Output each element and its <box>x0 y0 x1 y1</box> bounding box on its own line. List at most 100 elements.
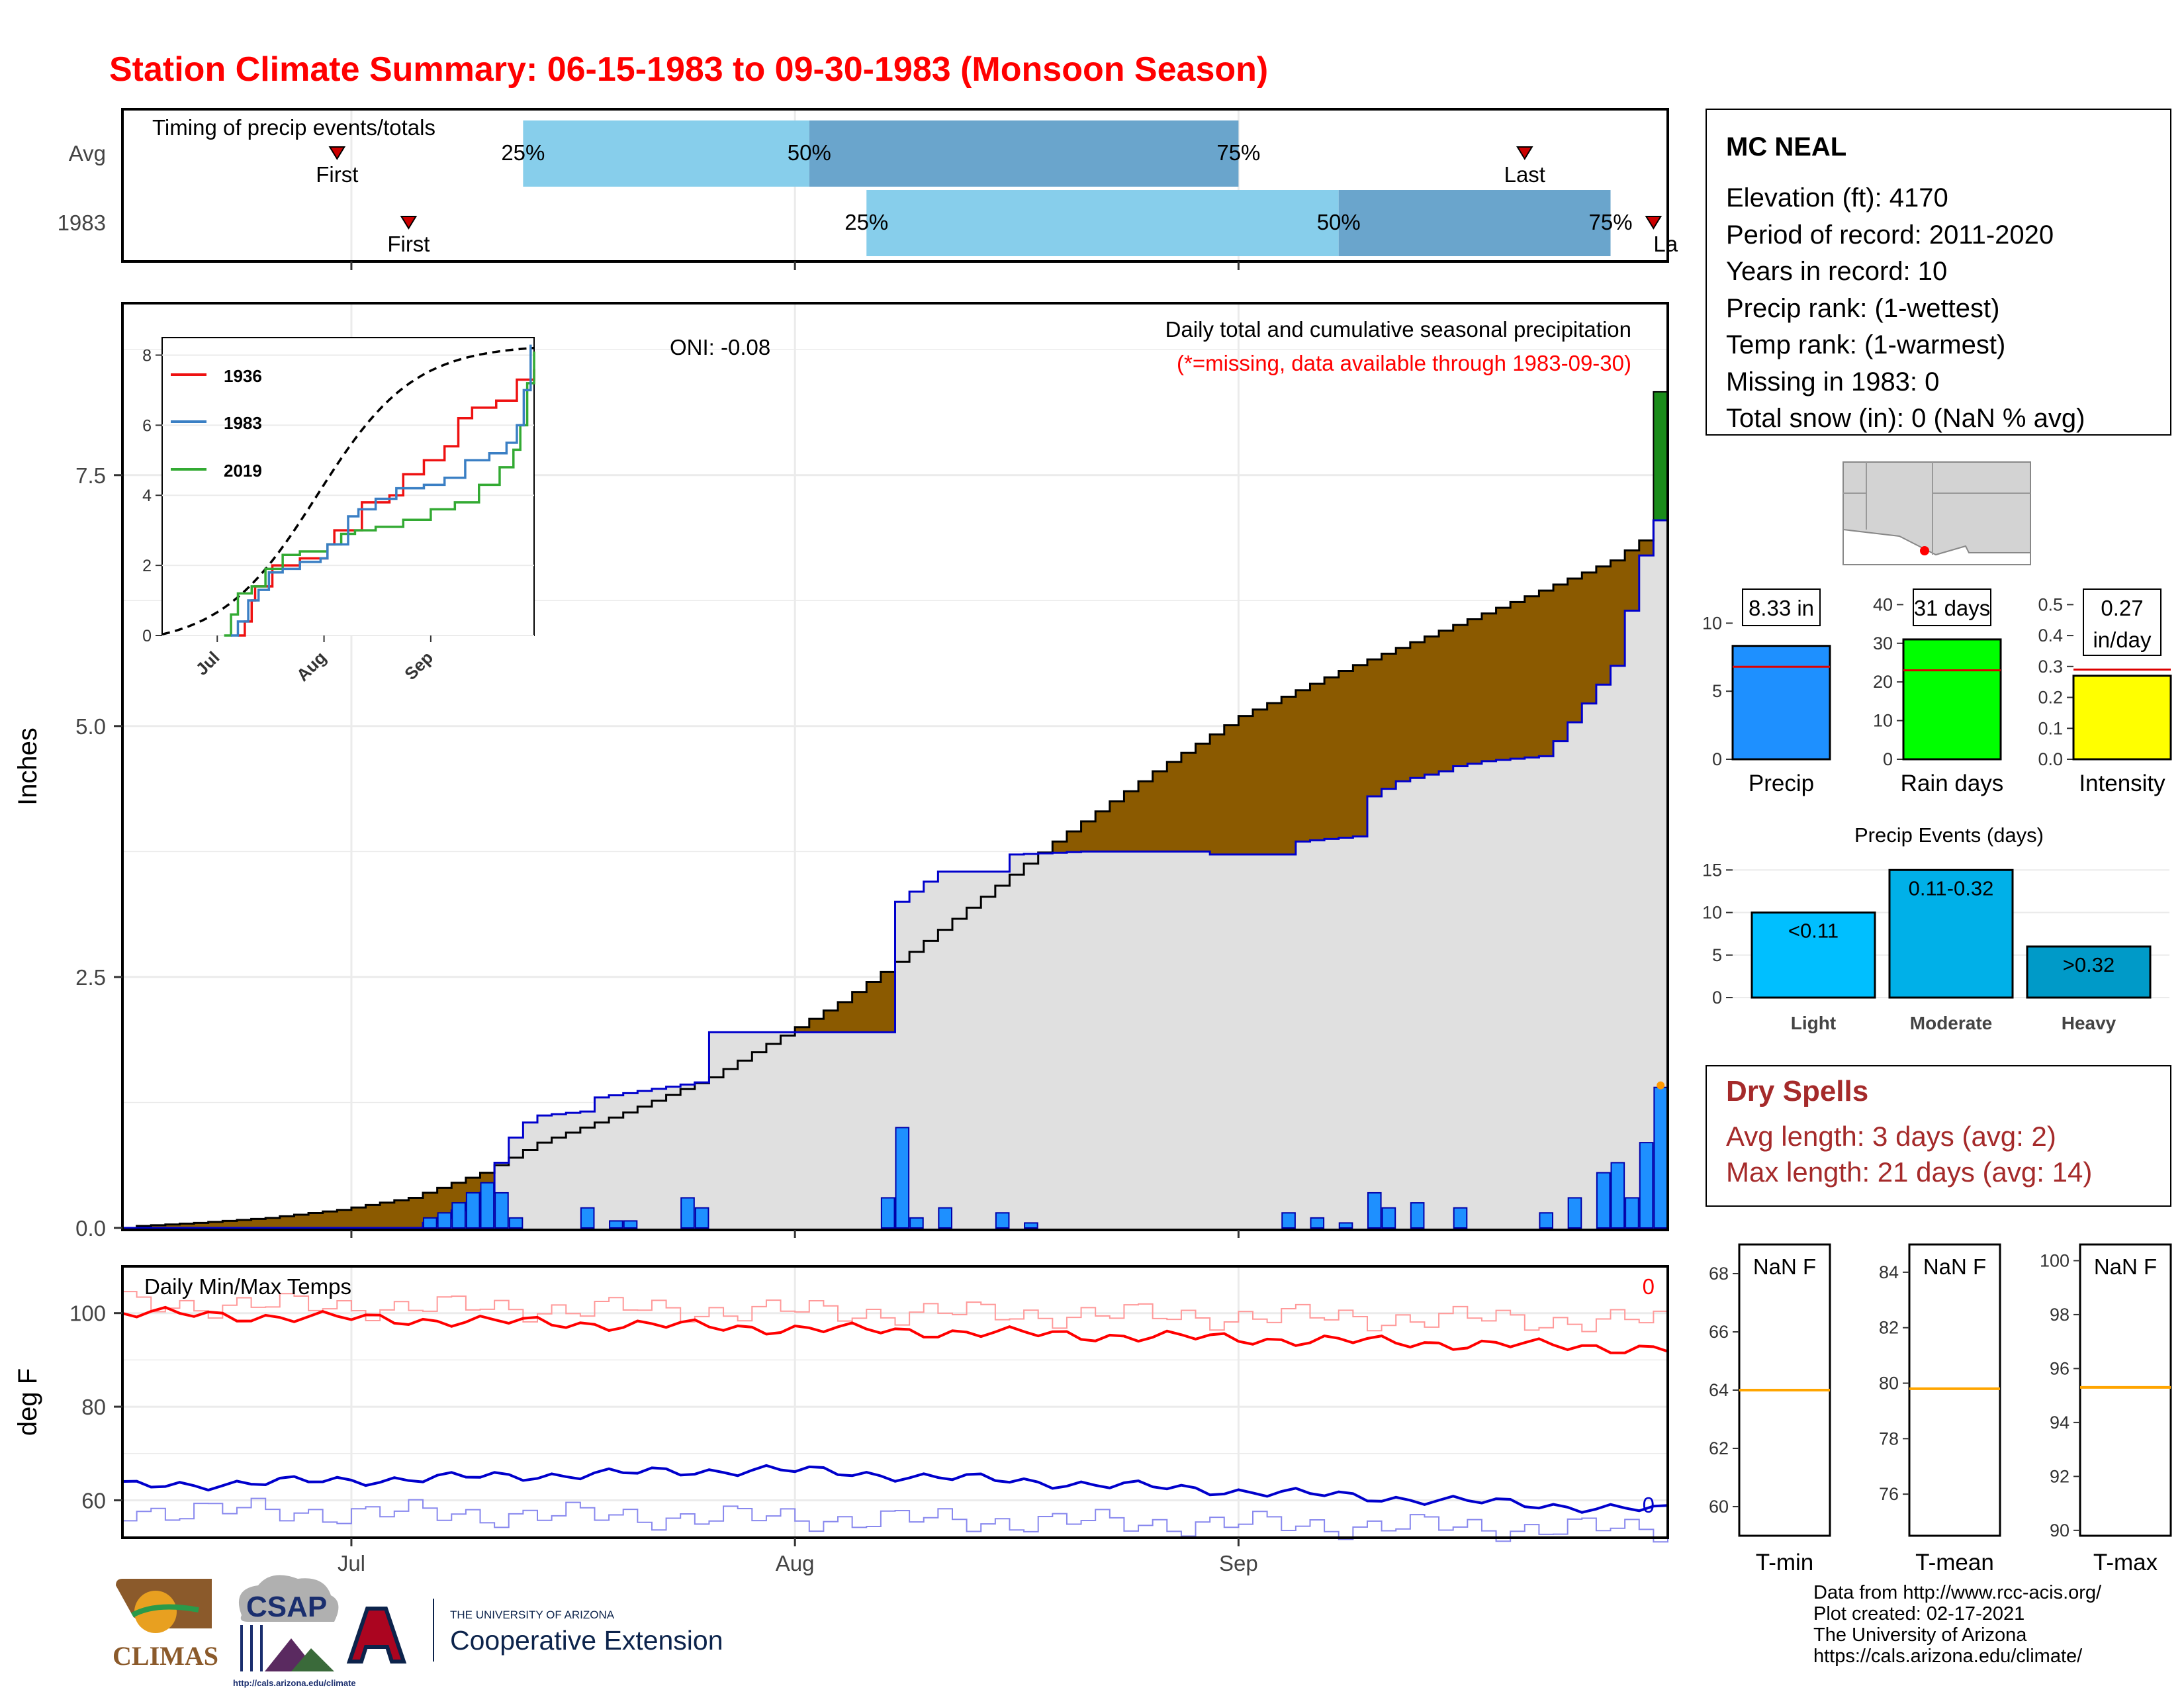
temp-box-value-label: NaN F <box>2094 1254 2157 1279</box>
station-location-marker <box>1920 546 1929 555</box>
legend-label-1936: 1936 <box>224 366 262 386</box>
intensity-ytick-label: 0.4 <box>2038 626 2063 645</box>
timing-bar-q2 <box>809 120 1239 187</box>
rain-days-bar <box>1902 638 2002 761</box>
events-bar-label: <0.11 <box>1788 919 1839 943</box>
temperature-box-charts: 60 62 64 66 68 NaN F T-min 76 78 80 82 84 NaN F T-mea… <box>1709 1243 2172 1575</box>
temp-box-ytick-label: 80 <box>1879 1374 1899 1393</box>
precip-value-label: 8.33 in <box>1749 596 1814 620</box>
legend-label-1983: 1983 <box>224 413 262 433</box>
station-temp-rank: Temp rank: (1-warmest) <box>1726 330 2005 359</box>
temp-corner-top: 0 <box>1643 1274 1655 1299</box>
timing-last-label: La <box>1653 232 1678 256</box>
legend-label-2019: 2019 <box>224 461 262 481</box>
temp-ytick-label: 100 <box>69 1301 106 1326</box>
inset-ytick-label: 0 <box>142 627 152 645</box>
ua-cooperative-extension: Cooperative Extension <box>450 1625 723 1656</box>
dry-spells-avg: Avg length: 3 days (avg: 2) <box>1726 1121 2056 1152</box>
daily-precip-bar <box>1639 1142 1654 1229</box>
csap-logo-text: CSAP <box>246 1591 327 1623</box>
intensity-ytick-label: 0.3 <box>2038 657 2063 677</box>
inset-ytick-label: 8 <box>142 346 152 365</box>
precip-ytick-label: 5.0 <box>75 714 106 739</box>
temp-xtick-label: Sep <box>1219 1551 1258 1575</box>
temp-panel-title: Daily Min/Max Temps <box>144 1274 351 1299</box>
daily-precip-bar <box>609 1220 623 1229</box>
precip-bar <box>1731 645 1831 761</box>
station-years: Years in record: 10 <box>1726 257 1947 286</box>
temp-box-ytick-label: 94 <box>2050 1413 2070 1432</box>
temp-ytick-label: 80 <box>81 1395 106 1419</box>
timing-first-marker <box>400 216 418 230</box>
rain-days-ytick-label: 0 <box>1883 749 1893 769</box>
timing-last-label: Last <box>1504 162 1545 187</box>
daily-precip-bar <box>1625 1197 1639 1229</box>
station-period: Period of record: 2011-2020 <box>1726 220 2054 250</box>
intensity-label-box <box>2083 588 2161 656</box>
daily-precip-bar <box>508 1217 523 1229</box>
station-precip-rank: Precip rank: (1-wettest) <box>1726 294 1999 323</box>
timing-bar-q1 <box>866 190 1339 256</box>
temp-box-frame <box>2079 1243 2172 1537</box>
timing-first-label: First <box>387 232 430 256</box>
temp-box-ytick-label: 62 <box>1709 1438 1729 1458</box>
intensity-value-label: 0.27 <box>2101 596 2143 620</box>
temp-box-ytick-label: 60 <box>1709 1497 1729 1517</box>
events-category-label: Heavy <box>2062 1013 2116 1033</box>
daily-precip-bar <box>1610 1162 1625 1229</box>
footer-plot-created: Plot created: 02-17-2021 <box>1813 1603 2025 1624</box>
daily-precip-bar <box>1567 1197 1582 1229</box>
daily-precip-bar <box>909 1217 924 1229</box>
events-ytick-label: 15 <box>1702 860 1722 880</box>
daily-precip-bar <box>895 1127 910 1229</box>
timing-label-25: 25% <box>844 210 888 234</box>
precip-ytick-label: 10 <box>1702 613 1722 633</box>
temperature-panel: Daily Min/Max Temps 0 0 deg F 60 80 100 Ju… <box>13 1265 1669 1575</box>
daily-precip-bar <box>880 1197 895 1229</box>
daily-precip-bar <box>1281 1212 1296 1229</box>
temp-box-ytick-label: 78 <box>1879 1429 1899 1448</box>
timing-first-label: First <box>316 162 358 187</box>
temp-box-category-label: T-mean <box>1915 1550 1994 1575</box>
footer-credits: Data from http://www.rcc-acis.org/ Plot … <box>1813 1582 2171 1667</box>
daily-precip-bar <box>938 1207 952 1229</box>
temp-box-ytick-label: 96 <box>2050 1358 2070 1378</box>
temp-xtick-label: Aug <box>776 1551 815 1575</box>
summary-bar-charts: 0 5 10 8.33 in Precip 0 10 20 30 40 31 days Rain da… <box>1702 588 2172 796</box>
temp-corner-bottom: 0 <box>1643 1493 1655 1517</box>
daily-precip-bar <box>465 1192 480 1229</box>
events-ytick-label: 5 <box>1712 945 1722 965</box>
temp-box-value-label: NaN F <box>1923 1254 1986 1279</box>
timing-bar-q2 <box>1338 190 1611 256</box>
temp-box-ytick-label: 84 <box>1879 1262 1899 1282</box>
daily-precip-bar <box>494 1192 509 1229</box>
temp-box-ytick-label: 98 <box>2050 1305 2070 1325</box>
temp-box-ytick-label: 90 <box>2050 1521 2070 1540</box>
precip-ytick-label: 0.0 <box>75 1216 106 1241</box>
final-surplus-bar <box>1653 391 1669 522</box>
footer-url: https://cals.arizona.edu/climate/ <box>1813 1646 2083 1667</box>
tmax-average-line <box>122 1291 1668 1333</box>
inset-series-2019 <box>224 352 535 637</box>
rain-days-ytick-label: 40 <box>1873 594 1893 614</box>
temp-box-frame <box>1908 1243 2001 1537</box>
intensity-bar <box>2072 675 2172 761</box>
dry-spells-max: Max length: 21 days (avg: 14) <box>1726 1156 2092 1188</box>
station-snow: Total snow (in): 0 (NaN % avg) <box>1726 404 2085 433</box>
daily-precip-bar <box>1367 1192 1382 1229</box>
timing-label-75: 75% <box>1588 210 1632 234</box>
daily-precip-bar <box>1024 1222 1038 1229</box>
timing-label-50: 50% <box>788 140 831 165</box>
inset-ytick-label: 4 <box>142 487 152 505</box>
daily-precip-bar <box>694 1207 709 1229</box>
timing-title: Timing of precip events/totals <box>152 115 435 140</box>
daily-precip-bar <box>423 1217 437 1229</box>
precip-caption-missing: (*=missing, data available through 1983-… <box>1177 351 1631 375</box>
intensity-ytick-label: 0.5 <box>2038 594 2063 614</box>
precip-category-label: Precip <box>1749 771 1814 796</box>
events-bar-heavy <box>2026 945 2152 999</box>
tmin-line <box>122 1464 1668 1514</box>
daily-precip-bar <box>1338 1222 1353 1229</box>
temp-box-ytick-label: 76 <box>1879 1484 1899 1504</box>
